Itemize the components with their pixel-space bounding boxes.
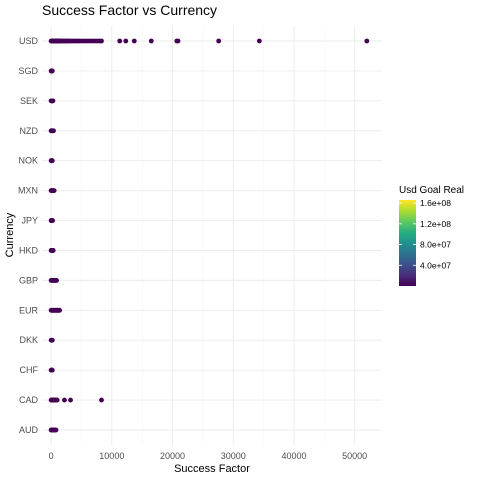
data-point	[364, 38, 370, 44]
y-tick-label: NOK	[18, 156, 38, 166]
data-point	[50, 98, 56, 104]
y-tick-label: SGD	[18, 66, 38, 76]
y-tick-label: SEK	[20, 96, 38, 106]
y-tick-label: GBP	[19, 275, 38, 285]
data-point	[117, 38, 123, 44]
x-tick-label: 40000	[281, 451, 306, 461]
x-axis-ticks: 0 10000 20000 30000 40000 50000	[49, 451, 368, 461]
y-axis-ticks: AUD CAD CHF DKK EUR GBP HKD JPY MXN NOK NZD SEK SGD U…	[18, 36, 38, 435]
data-point	[256, 38, 262, 44]
y-tick-label: MXN	[18, 186, 38, 196]
data-point	[50, 248, 56, 253]
data-point	[68, 397, 73, 403]
data-point	[123, 38, 129, 44]
legend-tick-label: 1.6e+08	[420, 198, 451, 208]
data-point	[62, 397, 67, 403]
data-point	[54, 277, 59, 283]
data-point	[216, 38, 222, 44]
y-tick-label: NZD	[20, 126, 39, 136]
y-tick-label: EUR	[19, 305, 39, 315]
color-legend: Usd Goal Real 4.0e+07 8.0e+07 1.2e+08 1.6e+…	[399, 185, 464, 286]
x-tick-label: 30000	[221, 451, 246, 461]
data-point	[131, 38, 137, 44]
data-point	[99, 397, 104, 403]
y-tick-label: HKD	[19, 245, 39, 255]
y-axis-title: Currency	[4, 212, 16, 257]
data-point	[49, 158, 55, 164]
x-tick-label: 20000	[160, 451, 185, 461]
data-point	[49, 367, 55, 373]
data-point	[50, 218, 56, 223]
data-point	[49, 68, 55, 74]
data-point	[53, 427, 59, 433]
data-point	[54, 397, 60, 403]
data-point	[57, 307, 63, 313]
x-axis-title: Success Factor	[174, 463, 250, 475]
x-tick-label: 50000	[342, 451, 367, 461]
legend-title: Usd Goal Real	[399, 185, 464, 196]
y-tick-label: USD	[19, 36, 39, 46]
legend-tick-label: 4.0e+07	[420, 260, 451, 270]
y-tick-label: AUD	[19, 425, 39, 435]
x-tick-label: 10000	[99, 451, 124, 461]
data-point	[99, 38, 104, 44]
y-tick-label: DKK	[19, 335, 38, 345]
data-point	[51, 188, 57, 194]
data-point	[51, 128, 56, 134]
x-tick-label: 0	[49, 451, 54, 461]
data-point	[49, 337, 55, 343]
legend-tick-label: 8.0e+07	[420, 240, 451, 250]
data-points	[48, 38, 370, 433]
y-tick-label: CAD	[19, 395, 39, 405]
data-point	[175, 38, 181, 44]
data-point	[148, 38, 154, 44]
chart-title: Success Factor vs Currency	[42, 2, 217, 18]
y-tick-label: CHF	[20, 365, 39, 375]
y-tick-label: JPY	[21, 216, 38, 226]
legend-color-bar	[399, 200, 416, 286]
grid-lines	[42, 26, 382, 445]
legend-ticks: 4.0e+07 8.0e+07 1.2e+08 1.6e+08	[399, 198, 451, 270]
legend-tick-label: 1.2e+08	[420, 219, 451, 229]
